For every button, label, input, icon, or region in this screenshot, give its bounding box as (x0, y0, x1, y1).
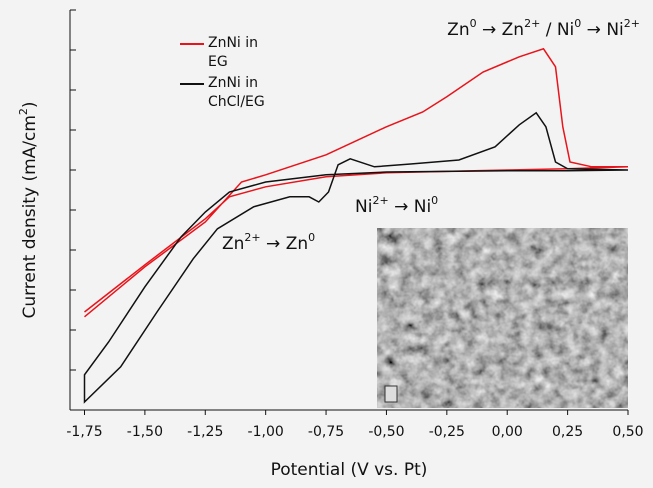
x-tick-label: 0,50 (612, 424, 643, 440)
text-part: / Ni (540, 20, 574, 40)
annotation: Zn0 → Zn2+ / Ni0 → Ni2+ (447, 17, 640, 41)
x-tick-label: -0,50 (368, 424, 404, 440)
superscript: 0 (308, 231, 315, 244)
sem-texture (377, 228, 628, 408)
chart: ZnNi in EGZnNi in ChCl/EG -1,75 -1,50 -1,2… (0, 0, 653, 488)
legend-swatch (180, 83, 204, 85)
superscript: 2+ (244, 231, 260, 244)
annotation: Zn2+ → Zn0 (222, 231, 315, 255)
text-part: Ni (355, 197, 372, 217)
superscript: 0 (470, 17, 477, 30)
page: {"chart_data": {"type": "line", "x_label… (0, 0, 653, 488)
superscript: 2 (17, 108, 30, 115)
text-part: Zn (447, 20, 469, 40)
superscript: 0 (431, 194, 438, 207)
x-tick-label: -1,75 (66, 424, 102, 440)
legend-label: ZnNi in ChCl/EG (208, 74, 274, 112)
legend-entry: ZnNi in EG (180, 34, 290, 72)
x-tick-label: -0,75 (308, 424, 344, 440)
legend-swatch (180, 43, 204, 45)
legend-label: ZnNi in EG (208, 34, 274, 72)
superscript: 2+ (524, 17, 540, 30)
x-tick-label: 0,25 (552, 424, 583, 440)
legend-entry: ZnNi in ChCl/EG (180, 74, 290, 112)
text-part: → Zn (261, 234, 308, 254)
scale-box (385, 386, 397, 402)
x-tick-label: -1,25 (187, 424, 223, 440)
annotation: Ni2+ → Ni0 (355, 194, 438, 218)
text-part: Zn (222, 234, 244, 254)
x-tick-label: -1,50 (127, 424, 163, 440)
superscript: 0 (574, 17, 581, 30)
text-part: Current density (mA/cm (20, 115, 40, 318)
y-axis-label: Current density (mA/cm2) (17, 101, 41, 318)
text-part: ) (20, 101, 40, 108)
text-part: → Zn (477, 20, 524, 40)
text-part: → Ni (581, 20, 624, 40)
x-axis-label: Potential (V vs. Pt) (271, 460, 428, 480)
superscript: 2+ (624, 17, 640, 30)
x-tick-label: -0,25 (429, 424, 465, 440)
x-tick-label: -1,00 (248, 424, 284, 440)
x-tick-label: 0,00 (492, 424, 523, 440)
text-part: → Ni (389, 197, 432, 217)
superscript: 2+ (372, 194, 388, 207)
